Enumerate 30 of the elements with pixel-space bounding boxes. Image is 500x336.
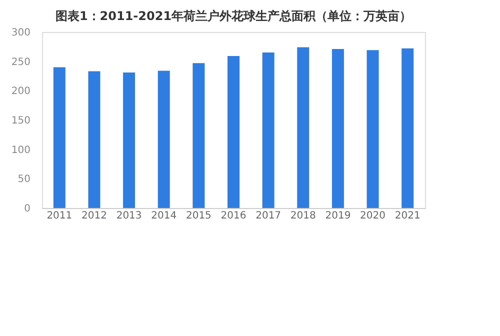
x-tick-label: 2017 xyxy=(256,210,282,222)
x-tick-label: 2013 xyxy=(116,210,142,222)
x-tick-label: 2012 xyxy=(82,210,107,222)
x-tick-label: 2021 xyxy=(394,210,420,222)
chart-title: 图表1：2011-2021年荷兰户外花球生产总面积（单位：万英亩） xyxy=(55,9,412,23)
bar xyxy=(158,70,170,208)
x-tick-label: 2019 xyxy=(325,210,351,222)
bar xyxy=(402,48,414,208)
bar xyxy=(228,56,240,208)
bar xyxy=(123,72,136,208)
bar xyxy=(88,71,100,208)
y-tick-label: 50 xyxy=(18,174,30,186)
x-tick-label: 2015 xyxy=(186,210,212,222)
bar xyxy=(192,63,205,208)
x-tick-label: 2018 xyxy=(290,210,316,222)
bar xyxy=(366,50,379,208)
y-tick-label: 100 xyxy=(11,144,30,156)
x-tick-label: 2011 xyxy=(46,210,72,222)
bar xyxy=(262,52,274,208)
y-tick-label: 200 xyxy=(11,86,30,98)
bar xyxy=(297,47,310,208)
y-tick-label: 150 xyxy=(11,116,30,126)
x-tick-label: 2016 xyxy=(220,210,246,222)
x-tick-label: 2014 xyxy=(151,210,177,222)
y-tick-label: 250 xyxy=(11,56,30,68)
bar xyxy=(332,49,344,208)
x-tick-label: 2020 xyxy=(360,210,386,222)
y-tick-label: 0 xyxy=(24,204,30,214)
y-tick-label: 300 xyxy=(11,28,30,38)
bar xyxy=(53,67,66,208)
